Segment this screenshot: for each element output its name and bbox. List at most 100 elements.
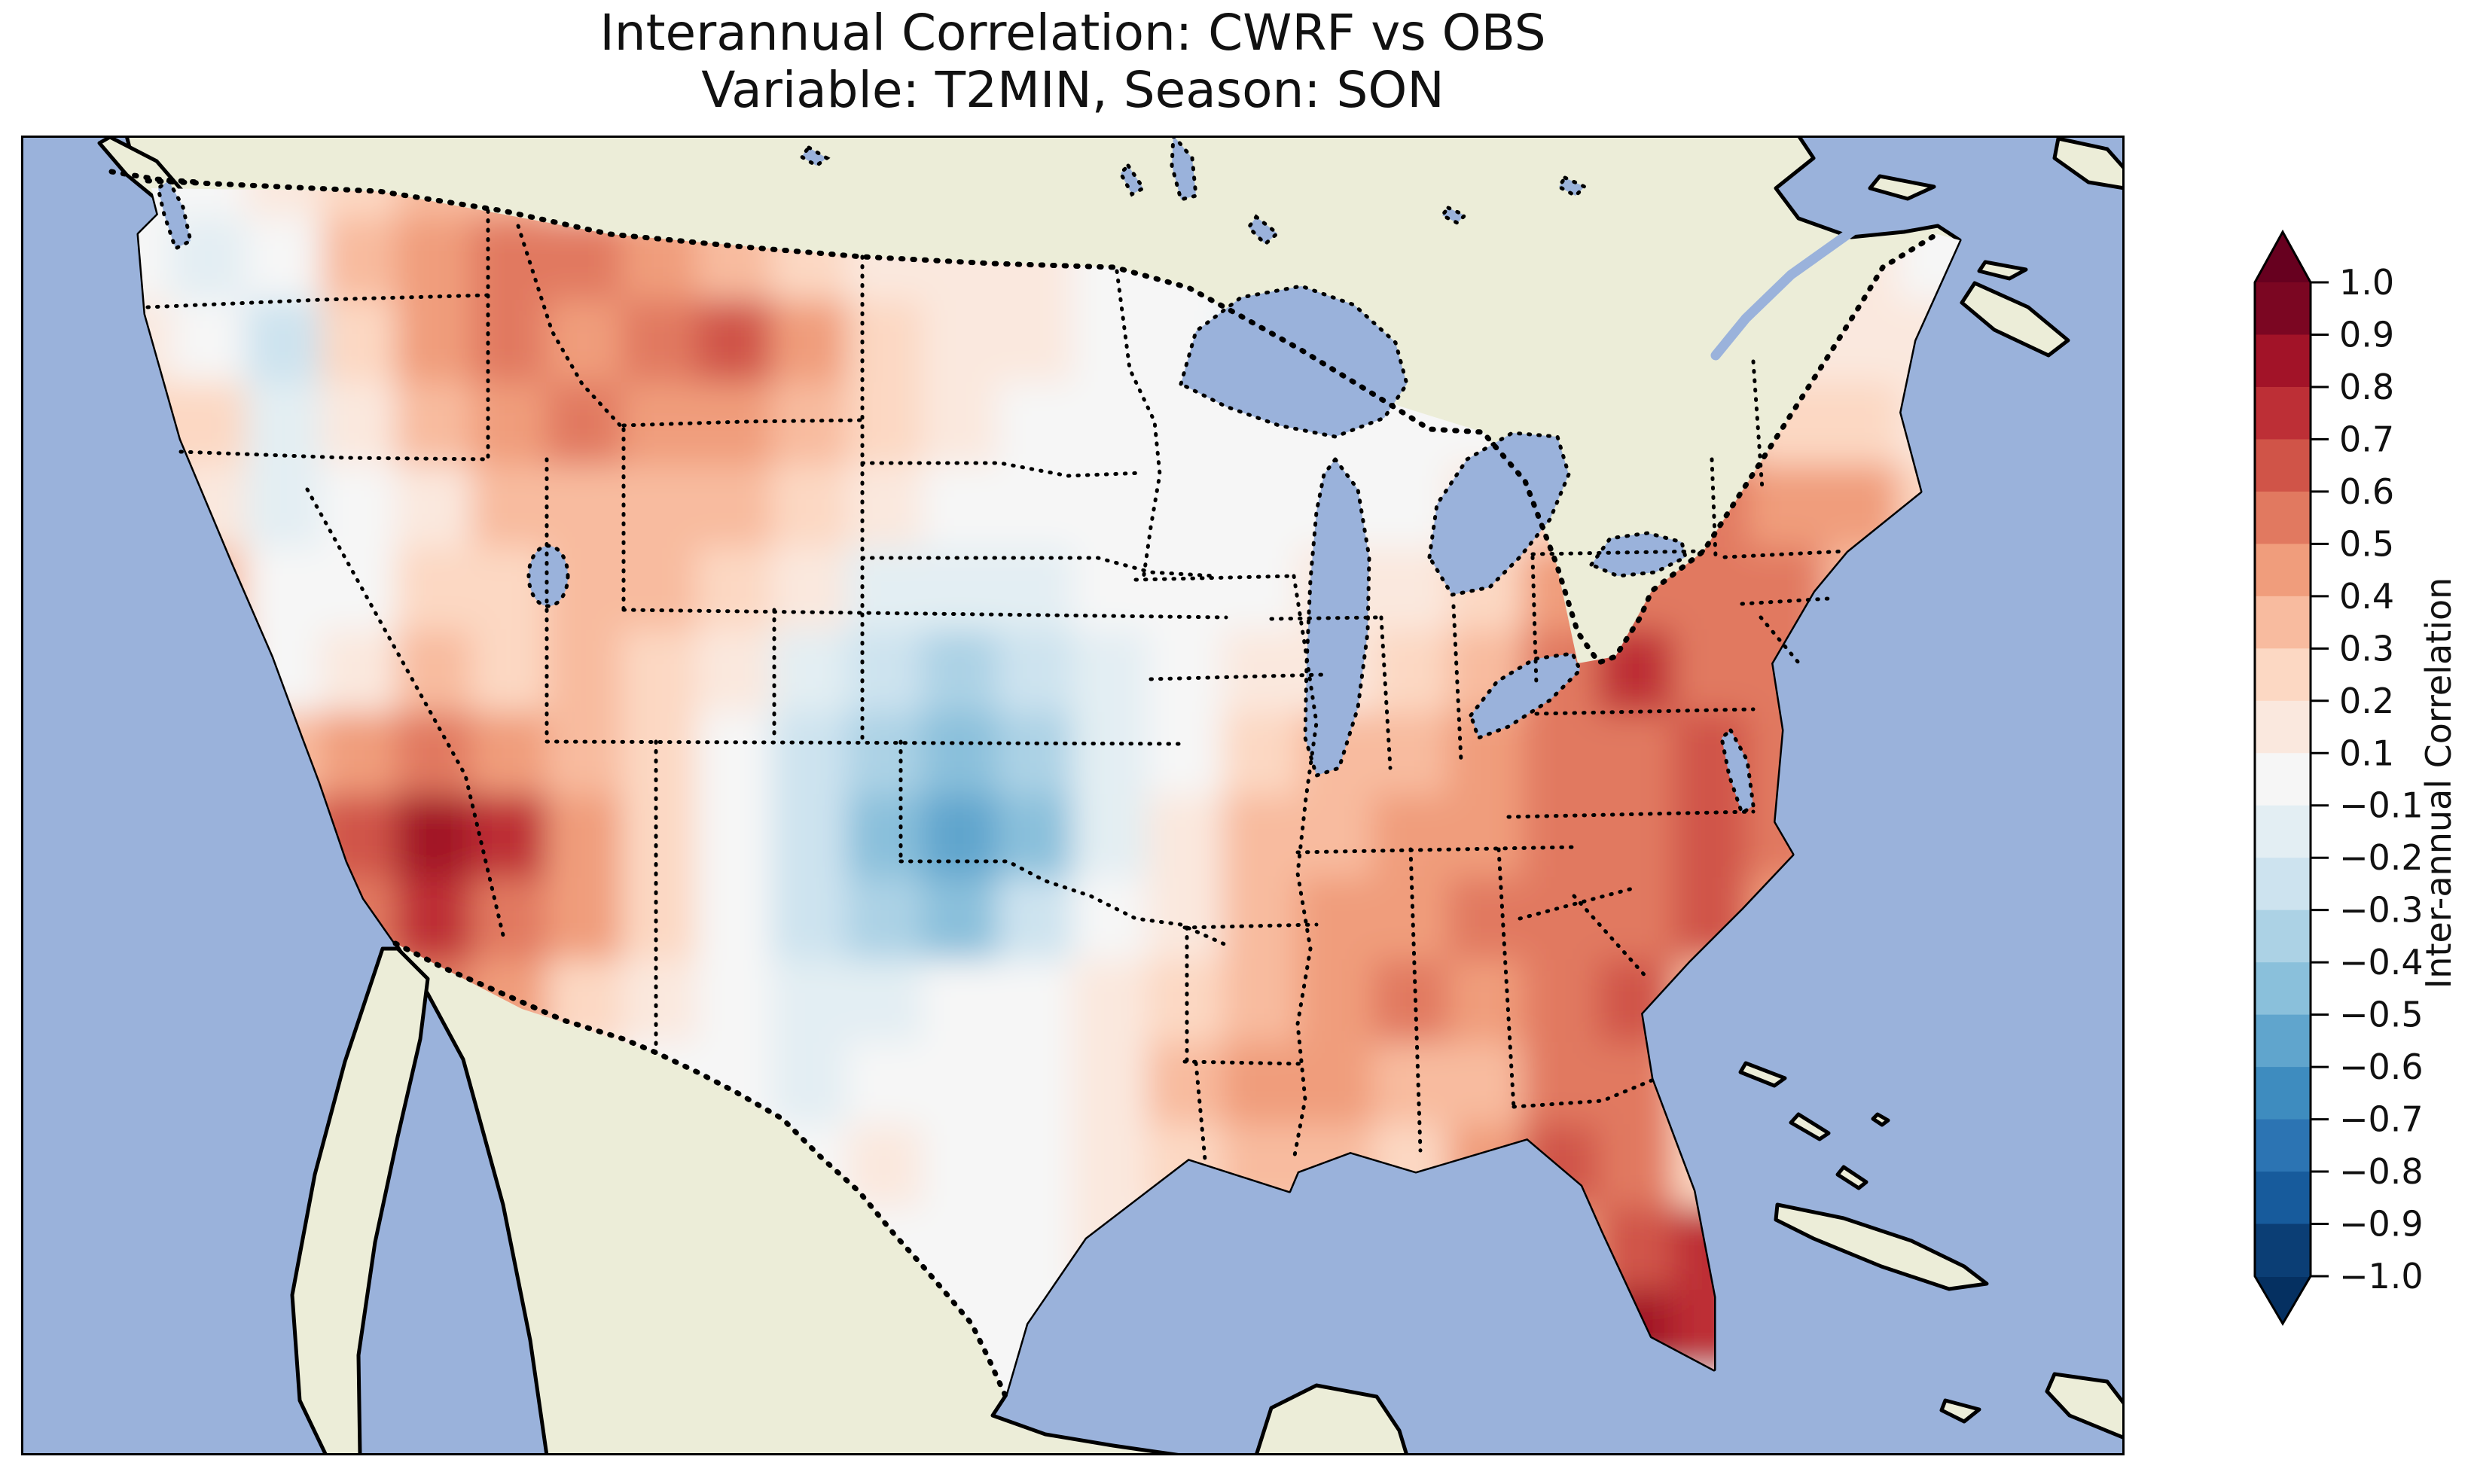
field-cell — [1147, 794, 1224, 879]
colorbar-band — [2255, 334, 2311, 388]
field-cell — [996, 1042, 1074, 1126]
yucatan-peninsula — [1254, 1383, 1409, 1455]
field-cell — [395, 465, 473, 549]
field-cell — [546, 877, 623, 961]
field-cell — [546, 382, 623, 467]
colorbar-band — [2255, 386, 2311, 440]
field-cell — [321, 712, 398, 797]
field-cell — [996, 1124, 1074, 1209]
field-cell — [1147, 629, 1224, 714]
field-cell — [922, 1124, 999, 1209]
colorbar-tick-label: 0.8 — [2339, 367, 2394, 407]
field-cell — [771, 465, 849, 549]
field-cell — [395, 382, 473, 467]
lake-huron — [1427, 431, 1571, 597]
field-cell — [1297, 794, 1374, 879]
field-cell — [471, 217, 548, 302]
field-cell — [139, 217, 172, 302]
field-cell — [395, 547, 473, 632]
puget-sound — [156, 178, 193, 251]
colorbar-tick-label: 1.0 — [2339, 262, 2394, 303]
field-cell — [696, 547, 773, 632]
field-cell — [546, 712, 623, 797]
field-cell — [395, 300, 473, 384]
colorbar-band — [2255, 282, 2311, 336]
field-cell — [996, 300, 1074, 384]
field-cell — [1072, 465, 1149, 549]
field-cell — [395, 794, 473, 879]
colorbar-band — [2255, 700, 2311, 754]
field-cell — [1447, 794, 1524, 879]
map-canvas — [21, 136, 2125, 1455]
field-cell — [1523, 1042, 1600, 1126]
field-cell — [1597, 1124, 1675, 1209]
field-cell — [1072, 1042, 1149, 1126]
lake-winnipeg — [1170, 136, 1198, 203]
bahamas-islet-1 — [1738, 1061, 1787, 1088]
bahamas-islet-4 — [1871, 1112, 1890, 1127]
field-cell — [996, 382, 1074, 467]
field-cell — [1072, 712, 1149, 797]
field-cell — [1222, 547, 1299, 632]
field-cell — [847, 1042, 923, 1126]
colorbar-tick-label: −0.3 — [2339, 890, 2424, 931]
colorbar-tick-label: 0.7 — [2339, 419, 2394, 459]
field-cell — [471, 794, 548, 879]
jamaica — [1939, 1398, 1981, 1424]
field-cell — [1147, 1042, 1224, 1126]
field-cell — [696, 877, 773, 961]
colorbar-tick-label: 0.2 — [2339, 681, 2394, 721]
field-cell — [471, 877, 548, 961]
field-cell — [922, 629, 999, 714]
field-cell — [246, 465, 322, 549]
st-lawrence-river — [1710, 227, 1856, 361]
field-cell — [1072, 300, 1149, 384]
field-cell — [1372, 794, 1450, 879]
field-cell — [771, 382, 849, 467]
lake-superior — [1179, 284, 1409, 439]
field-cell — [696, 794, 773, 879]
colorbar-tick-label: 0.4 — [2339, 576, 2394, 617]
field-cell — [922, 877, 999, 961]
field-cell — [471, 300, 548, 384]
field-cell — [771, 1042, 849, 1126]
field-cell — [1222, 629, 1299, 714]
field-cell — [771, 959, 849, 1044]
prince-edward-island — [1977, 260, 2028, 281]
colorbar-band — [2255, 753, 2311, 806]
field-cell — [922, 1042, 999, 1126]
colorbar-tick-label: −0.4 — [2339, 942, 2424, 983]
field-cell — [1523, 877, 1600, 961]
field-cell — [771, 794, 849, 879]
colorbar-band — [2255, 805, 2311, 859]
field-cell — [1222, 465, 1299, 549]
colorbar-tick-label: −0.9 — [2339, 1204, 2424, 1245]
field-cell — [321, 217, 398, 302]
field-cell — [996, 547, 1074, 632]
field-cell — [996, 465, 1074, 549]
field-cell — [1372, 712, 1450, 797]
field-cell — [1597, 877, 1675, 961]
colorbar-tick-label: −0.1 — [2339, 785, 2424, 826]
field-cell — [170, 300, 248, 384]
field-cell — [621, 794, 698, 879]
field-cell — [1222, 1042, 1299, 1126]
field-cell — [922, 382, 999, 467]
field-cell — [1297, 959, 1374, 1044]
field-cell — [847, 877, 923, 961]
field-cell — [1072, 877, 1149, 961]
field-cell — [696, 629, 773, 714]
field-cell — [1447, 877, 1524, 961]
field-cell — [621, 877, 698, 961]
field-cell — [621, 465, 698, 549]
hispaniola — [2045, 1372, 2125, 1440]
colorbar-arrow-under — [2255, 1276, 2311, 1324]
field-cell — [1372, 1042, 1450, 1126]
field-cell — [1597, 794, 1675, 879]
field-cell — [621, 300, 698, 384]
state-borders — [145, 209, 1849, 1162]
field-cell — [771, 712, 849, 797]
field-cell — [1072, 959, 1149, 1044]
field-cell — [1222, 712, 1299, 797]
